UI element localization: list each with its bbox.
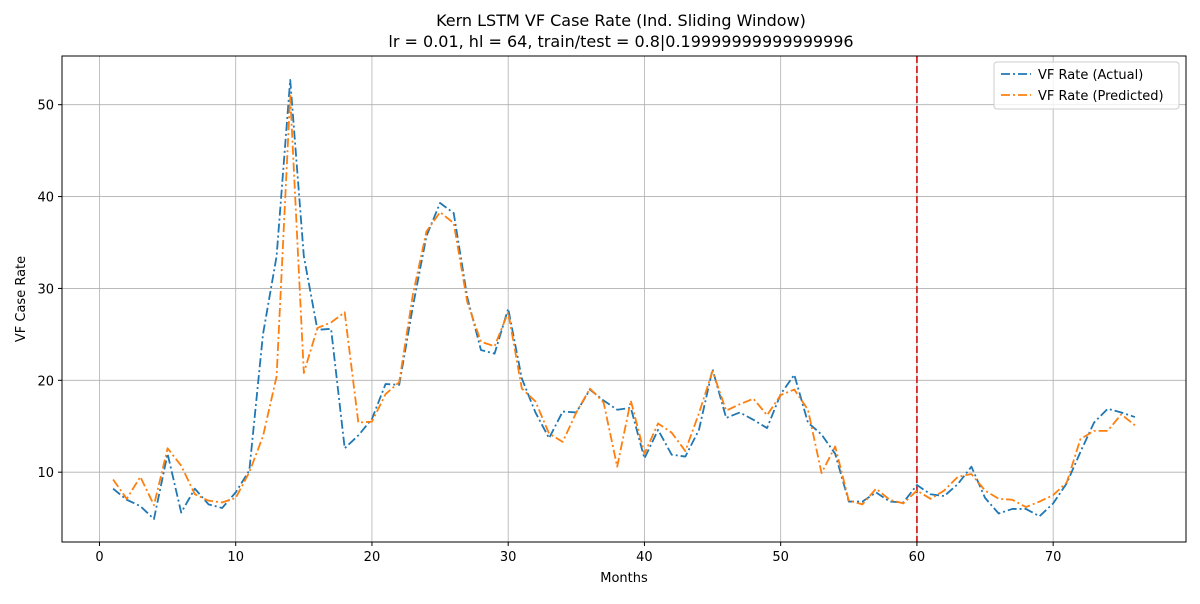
series-line-actual [112, 78, 1136, 520]
y-tick-label: 10 [37, 466, 54, 481]
x-tick-label: 70 [1045, 550, 1062, 565]
x-tick-label: 60 [909, 550, 926, 565]
y-tick-label: 20 [37, 374, 54, 389]
x-tick-label: 50 [772, 550, 789, 565]
legend-box [993, 61, 1180, 110]
x-tick-label: 0 [95, 550, 103, 565]
plot-area-frame [61, 55, 1187, 543]
x-tick-label: 40 [636, 550, 653, 565]
series-layer [112, 78, 1136, 520]
y-tick-label: 40 [37, 191, 54, 206]
x-tick-label: 20 [364, 550, 381, 565]
y-tick-label: 50 [37, 99, 54, 114]
tick-layer: 0 10 20 30 40 50 60 70 10 20 30 40 50 [37, 99, 1061, 565]
series-line-predicted [112, 94, 1136, 508]
legend: VF Rate (Actual) VF Rate (Predicted) [993, 61, 1180, 110]
chart-subtitle: lr = 0.01, hl = 64, train/test = 0.8|0.1… [388, 32, 853, 51]
x-tick-label: 30 [500, 550, 517, 565]
chart-title: Kern LSTM VF Case Rate (Ind. Sliding Win… [436, 11, 806, 30]
grid-layer [62, 56, 1186, 542]
legend-label-predicted: VF Rate (Predicted) [1038, 89, 1164, 104]
y-tick-label: 30 [37, 282, 54, 297]
y-axis-label: VF Case Rate [14, 256, 29, 342]
x-axis-label: Months [600, 571, 648, 586]
x-tick-label: 10 [227, 550, 244, 565]
legend-label-actual: VF Rate (Actual) [1038, 68, 1143, 83]
